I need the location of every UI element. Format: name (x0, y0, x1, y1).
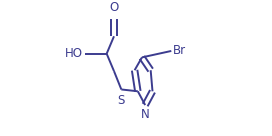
Text: O: O (109, 1, 119, 14)
Text: N: N (141, 108, 150, 121)
Text: S: S (118, 94, 125, 107)
Text: HO: HO (65, 47, 83, 60)
Text: Br: Br (173, 44, 186, 57)
